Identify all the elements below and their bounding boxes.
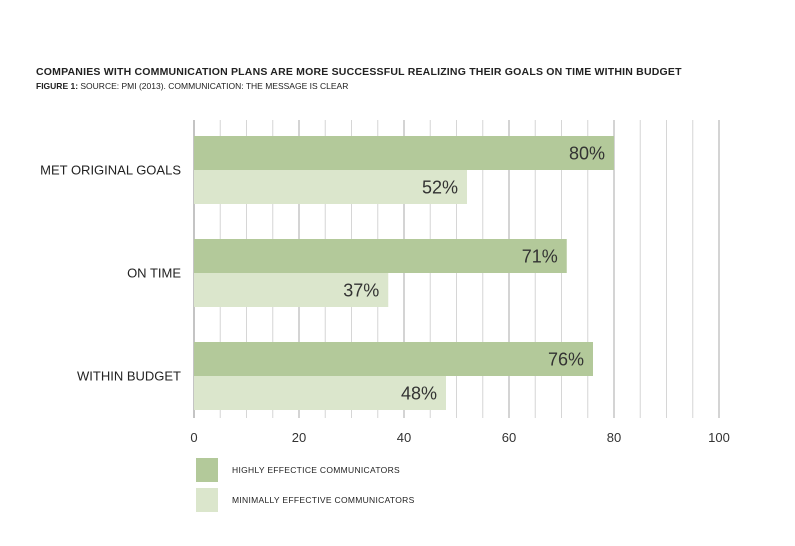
legend-swatch-highly-effective xyxy=(196,458,218,482)
bar xyxy=(194,136,614,170)
x-tick-label: 40 xyxy=(397,430,411,445)
category-label: ON TIME xyxy=(127,266,181,281)
subtitle-prefix: FIGURE 1: xyxy=(36,81,79,91)
category-label: MET ORIGINAL GOALS xyxy=(40,163,181,178)
legend-swatch-minimally-effective xyxy=(196,488,218,512)
bar-value-label: 71% xyxy=(522,247,558,267)
bar-value-label: 76% xyxy=(548,350,584,370)
bar xyxy=(194,239,567,273)
bar-value-label: 80% xyxy=(569,144,605,164)
legend-label-highly-effective: HIGHLY EFFECTICE COMMUNICATORS xyxy=(232,465,400,475)
chart-subtitle: FIGURE 1: SOURCE: PMI (2013). COMMUNICAT… xyxy=(36,81,348,91)
bar xyxy=(194,376,446,410)
category-label: WITHIN BUDGET xyxy=(77,369,181,384)
chart-title: COMPANIES WITH COMMUNICATION PLANS ARE M… xyxy=(36,66,682,78)
bar xyxy=(194,342,593,376)
legend-item-highly-effective: HIGHLY EFFECTICE COMMUNICATORS xyxy=(196,458,400,482)
legend-label-minimally-effective: MINIMALLY EFFECTIVE COMMUNICATORS xyxy=(232,495,415,505)
x-tick-label: 100 xyxy=(708,430,730,445)
bar xyxy=(194,170,467,204)
x-tick-label: 20 xyxy=(292,430,306,445)
x-tick-label: 80 xyxy=(607,430,621,445)
x-tick-label: 60 xyxy=(502,430,516,445)
bar-value-label: 37% xyxy=(343,281,379,301)
bar-value-label: 52% xyxy=(422,178,458,198)
bar-value-label: 48% xyxy=(401,384,437,404)
subtitle-text: SOURCE: PMI (2013). COMMUNICATION: THE M… xyxy=(78,81,349,91)
bar xyxy=(194,273,389,307)
x-tick-label: 0 xyxy=(190,430,197,445)
legend-item-minimally-effective: MINIMALLY EFFECTIVE COMMUNICATORS xyxy=(196,488,415,512)
